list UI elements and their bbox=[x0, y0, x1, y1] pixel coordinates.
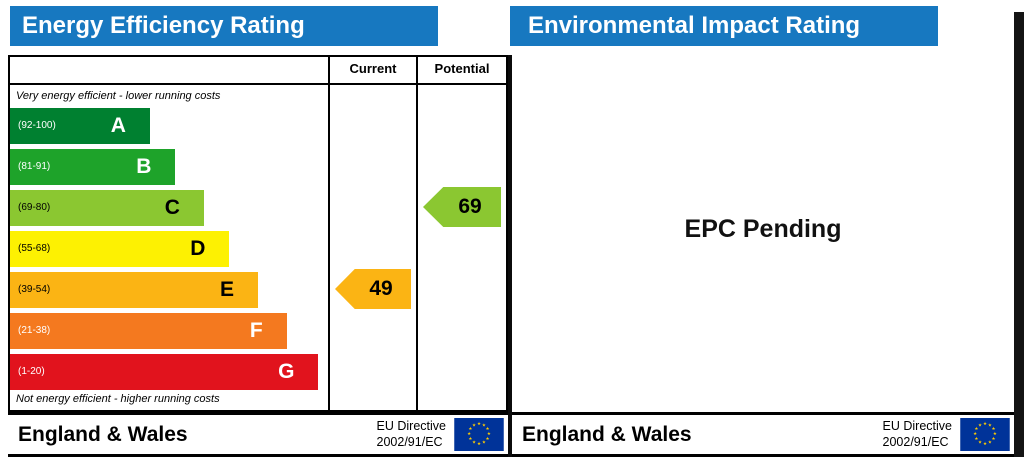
impact-rating-panel: EPC Pending bbox=[512, 46, 1014, 412]
band-row-b: (81-91) B bbox=[10, 146, 328, 187]
eu-directive-line1: EU Directive bbox=[376, 418, 446, 433]
band-bar-a: (92-100) A bbox=[10, 107, 150, 144]
band-row-f: (21-38) F bbox=[10, 310, 328, 351]
svg-text:★: ★ bbox=[486, 436, 490, 442]
eu-directive-line2: 2002/91/EC bbox=[882, 434, 949, 449]
current-rating-value: 49 bbox=[369, 277, 393, 300]
bands-column: Very energy efficient - lower running co… bbox=[10, 85, 328, 410]
svg-text:★: ★ bbox=[992, 436, 996, 442]
svg-text:★: ★ bbox=[477, 421, 481, 427]
svg-text:★: ★ bbox=[487, 431, 491, 437]
svg-text:★: ★ bbox=[467, 431, 471, 437]
band-letter-a: A bbox=[110, 113, 126, 137]
band-letter-c: C bbox=[164, 195, 180, 219]
svg-text:★: ★ bbox=[472, 440, 476, 446]
band-bar-d: (55-68) D bbox=[10, 230, 230, 267]
eu-directive-line1: EU Directive bbox=[882, 418, 952, 433]
svg-text:★: ★ bbox=[486, 426, 490, 432]
band-bar-f: (21-38) F bbox=[10, 312, 287, 349]
epc-pending-text: EPC Pending bbox=[684, 214, 842, 243]
impact-rating-title: Environmental Impact Rating bbox=[528, 12, 861, 39]
svg-text:★: ★ bbox=[993, 431, 997, 437]
svg-text:★: ★ bbox=[468, 426, 472, 432]
band-bar-c: (69-80) C bbox=[10, 189, 204, 226]
band-bar-b: (81-91) B bbox=[10, 148, 176, 185]
energy-rating-title-bar: Energy Efficiency Rating bbox=[10, 6, 438, 46]
region-label: England & Wales bbox=[18, 422, 188, 446]
svg-text:★: ★ bbox=[974, 436, 978, 442]
band-range-b: (81-91) bbox=[18, 161, 51, 172]
energy-footer: England & Wales EU Directive 2002/91/EC … bbox=[8, 412, 508, 457]
eu-directive-line2: 2002/91/EC bbox=[376, 434, 443, 449]
svg-text:★: ★ bbox=[988, 440, 992, 446]
current-column bbox=[328, 85, 416, 410]
band-range-f: (21-38) bbox=[18, 325, 51, 336]
svg-text:★: ★ bbox=[978, 422, 982, 428]
svg-text:★: ★ bbox=[983, 441, 987, 447]
svg-text:★: ★ bbox=[482, 422, 486, 428]
band-letter-d: D bbox=[190, 236, 206, 260]
band-row-c: (69-80) C bbox=[10, 187, 328, 228]
band-letter-e: E bbox=[220, 277, 235, 301]
band-row-d: (55-68) D bbox=[10, 228, 328, 269]
caption-very-efficient: Very energy efficient - lower running co… bbox=[16, 90, 221, 102]
bands-column-header bbox=[10, 57, 328, 83]
svg-text:★: ★ bbox=[973, 431, 977, 437]
impact-rating-title-bar: Environmental Impact Rating bbox=[510, 6, 938, 46]
caption-not-efficient: Not energy efficient - higher running co… bbox=[16, 393, 220, 405]
svg-text:★: ★ bbox=[974, 426, 978, 432]
band-letter-b: B bbox=[136, 154, 152, 178]
svg-text:★: ★ bbox=[992, 426, 996, 432]
band-range-e: (39-54) bbox=[18, 284, 51, 295]
current-column-header: Current bbox=[328, 57, 416, 83]
potential-column bbox=[416, 85, 506, 410]
energy-rating-title: Energy Efficiency Rating bbox=[22, 12, 305, 39]
band-letter-f: F bbox=[249, 318, 263, 342]
chart-body: Very energy efficient - lower running co… bbox=[10, 85, 506, 410]
band-bar-e: (39-54) E bbox=[10, 271, 259, 308]
impact-footer: England & Wales EU Directive 2002/91/EC … bbox=[512, 412, 1014, 457]
band-row-g: (1-20) G bbox=[10, 351, 328, 392]
svg-text:★: ★ bbox=[477, 441, 481, 447]
right-edge-shadow bbox=[1014, 12, 1024, 457]
chart-header-row: Current Potential bbox=[10, 57, 506, 85]
band-bar-g: (1-20) G bbox=[10, 353, 319, 390]
band-letter-g: G bbox=[278, 359, 295, 383]
svg-text:★: ★ bbox=[988, 422, 992, 428]
eu-flag-icon: ★ ★ ★ ★ ★ ★ ★ ★ ★ ★ ★ ★ bbox=[960, 418, 1010, 451]
svg-text:★: ★ bbox=[978, 440, 982, 446]
energy-efficiency-chart: Current Potential Very energy efficient … bbox=[8, 55, 508, 412]
band-range-g: (1-20) bbox=[18, 366, 45, 377]
eu-directive-text: EU Directive 2002/91/EC bbox=[377, 419, 446, 450]
region-label: England & Wales bbox=[522, 422, 692, 446]
band-range-c: (69-80) bbox=[18, 202, 51, 213]
potential-rating-value: 69 bbox=[458, 195, 482, 218]
potential-column-header: Potential bbox=[416, 57, 506, 83]
svg-text:★: ★ bbox=[468, 436, 472, 442]
svg-text:★: ★ bbox=[472, 422, 476, 428]
band-range-d: (55-68) bbox=[18, 243, 51, 254]
band-row-a: (92-100) A bbox=[10, 105, 328, 146]
band-row-e: (39-54) E bbox=[10, 269, 328, 310]
panel-divider bbox=[508, 55, 512, 457]
eu-directive-text: EU Directive 2002/91/EC bbox=[883, 419, 952, 450]
svg-text:★: ★ bbox=[482, 440, 486, 446]
band-range-a: (92-100) bbox=[18, 120, 56, 131]
svg-text:★: ★ bbox=[983, 421, 987, 427]
eu-flag-icon: ★ ★ ★ ★ ★ ★ ★ ★ ★ ★ ★ ★ bbox=[454, 418, 504, 451]
